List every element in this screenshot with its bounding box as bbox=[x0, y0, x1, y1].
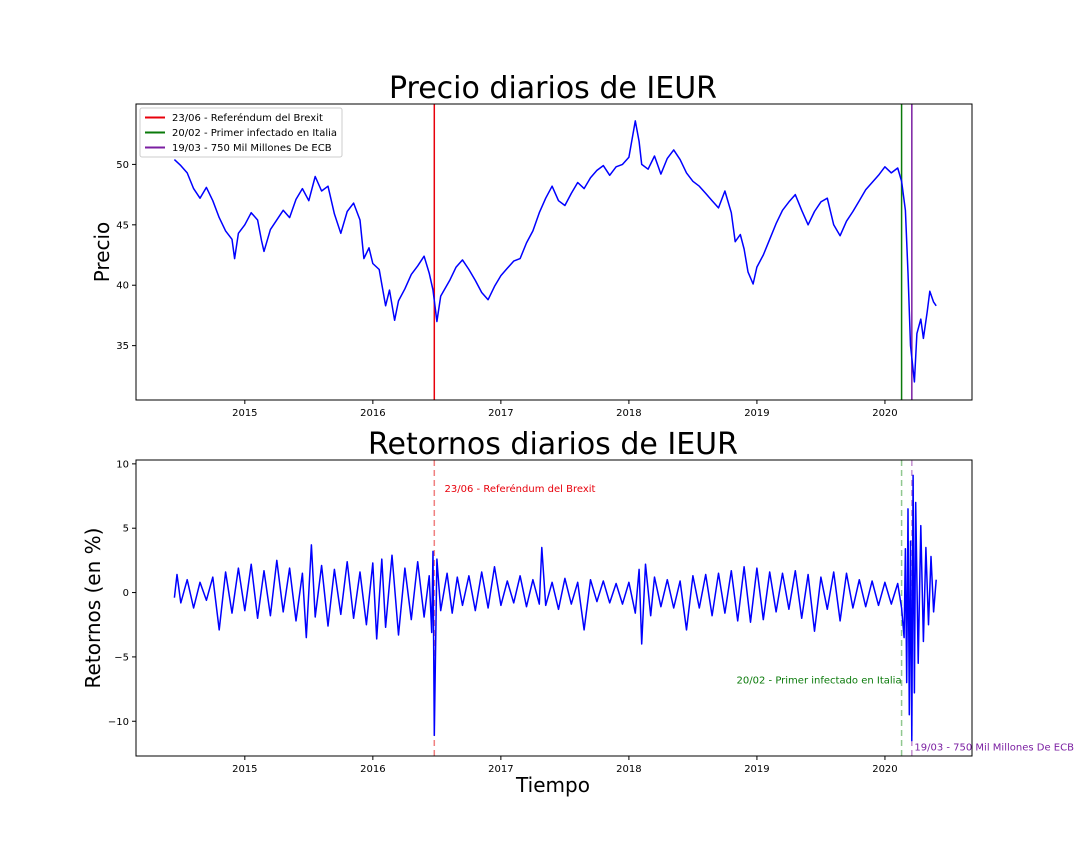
legend-box bbox=[139, 107, 343, 158]
price-plot-frame bbox=[135, 103, 973, 401]
annotation-2: 19/03 - 750 Mil Millones De ECB bbox=[914, 742, 1074, 753]
annotation-0: 23/06 - Referéndum del Brexit bbox=[445, 483, 596, 495]
x-tick-label-2: 2017 bbox=[488, 408, 513, 419]
returns-x-axis-label: Tiempo bbox=[515, 773, 590, 797]
price-x-ticks: 2015 2016 2017 2018 2019 2020 bbox=[232, 400, 898, 419]
price-series bbox=[173, 120, 937, 383]
x-tick-label-3: 2018 bbox=[616, 764, 641, 775]
y-tick-label-3: 50 bbox=[116, 160, 129, 171]
x-tick-label-2: 2017 bbox=[488, 764, 513, 775]
returns-chart: Retornos diarios de IEUR Retornos (en %)… bbox=[81, 427, 1074, 797]
annotation-1: 20/02 - Primer infectado en Italia bbox=[737, 676, 902, 687]
price-legend: 23/06 - Referéndum del Brexit 20/02 - Pr… bbox=[139, 107, 343, 158]
y-tick-label-0: 35 bbox=[116, 341, 129, 352]
price-event-lines bbox=[433, 104, 913, 400]
y-tick-label-1: −5 bbox=[114, 652, 129, 663]
x-tick-label-3: 2018 bbox=[616, 408, 641, 419]
returns-plot-frame bbox=[135, 459, 973, 757]
x-tick-label-1: 2016 bbox=[360, 764, 385, 775]
returns-y-axis-label: Retornos (en %) bbox=[81, 528, 105, 689]
returns-x-ticks: 2015 2016 2017 2018 2019 2020 bbox=[232, 756, 898, 775]
x-tick-label-5: 2020 bbox=[872, 408, 897, 419]
price-y-axis-label: Precio bbox=[90, 222, 114, 283]
y-tick-label-1: 40 bbox=[116, 281, 129, 292]
y-tick-label-3: 5 bbox=[123, 524, 129, 535]
price-chart-title: Precio diarios de IEUR bbox=[389, 71, 717, 106]
x-tick-label-1: 2016 bbox=[360, 408, 385, 419]
y-tick-label-4: 10 bbox=[116, 459, 129, 470]
returns-series bbox=[173, 474, 937, 742]
series-line-0 bbox=[173, 120, 937, 383]
returns-chart-title: Retornos diarios de IEUR bbox=[368, 427, 738, 462]
legend-label-ecb: 19/03 - 750 Mil Millones De ECB bbox=[172, 143, 332, 154]
x-tick-label-0: 2015 bbox=[232, 764, 257, 775]
x-tick-label-4: 2019 bbox=[744, 408, 769, 419]
x-tick-label-0: 2015 bbox=[232, 408, 257, 419]
x-tick-label-5: 2020 bbox=[872, 764, 897, 775]
returns-annotations: 23/06 - Referéndum del Brexit 20/02 - Pri… bbox=[445, 483, 1075, 754]
x-tick-label-4: 2019 bbox=[744, 764, 769, 775]
y-tick-label-2: 45 bbox=[116, 220, 129, 231]
y-tick-label-0: −10 bbox=[108, 717, 129, 728]
price-y-ticks: 35 40 45 50 bbox=[116, 160, 136, 352]
series-line-0 bbox=[173, 474, 937, 742]
legend-label-italia: 20/02 - Primer infectado en Italia bbox=[172, 128, 337, 139]
price-chart: Precio diarios de IEUR Precio 2015 2016 20… bbox=[90, 71, 973, 419]
returns-y-ticks: −10 −5 0 5 10 bbox=[108, 459, 136, 728]
legend-label-brexit: 23/06 - Referéndum del Brexit bbox=[172, 112, 323, 124]
y-tick-label-2: 0 bbox=[123, 588, 129, 599]
